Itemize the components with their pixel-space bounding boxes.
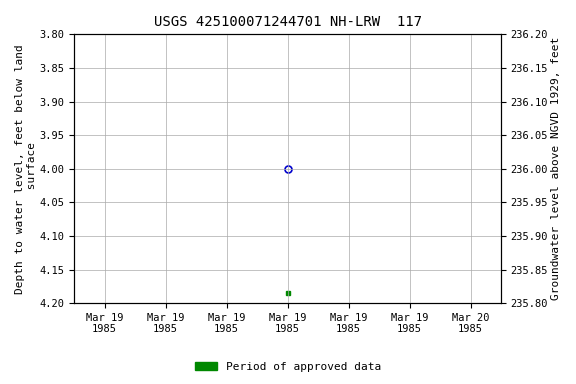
Title: USGS 425100071244701 NH-LRW  117: USGS 425100071244701 NH-LRW 117 [154,15,422,29]
Legend: Period of approved data: Period of approved data [191,358,385,377]
Y-axis label: Groundwater level above NGVD 1929, feet: Groundwater level above NGVD 1929, feet [551,37,561,300]
Y-axis label: Depth to water level, feet below land
 surface: Depth to water level, feet below land su… [15,44,37,294]
